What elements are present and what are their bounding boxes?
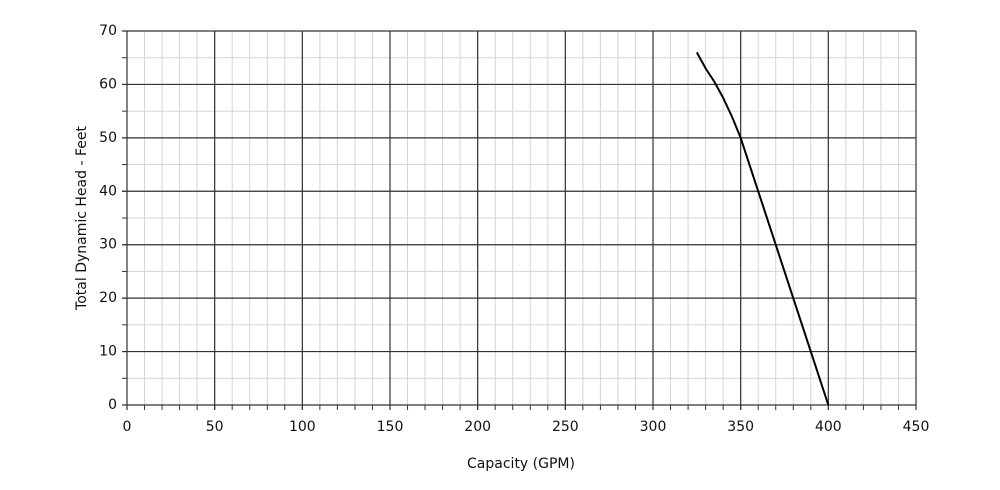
- y-tick-label: 20: [99, 290, 117, 306]
- x-axis-label: Capacity (GPM): [467, 456, 575, 472]
- y-axis-label: Total Dynamic Head - Feet: [74, 126, 90, 311]
- y-tick-label: 60: [99, 76, 117, 92]
- y-tick-label: 50: [99, 130, 117, 146]
- x-tick-label: 450: [903, 419, 930, 435]
- x-tick-label: 400: [815, 419, 842, 435]
- x-tick-label: 50: [206, 419, 224, 435]
- x-tick-label: 150: [377, 419, 404, 435]
- y-tick-label: 30: [99, 237, 117, 253]
- y-tick-label: 40: [99, 183, 117, 199]
- x-tick-label: 0: [123, 419, 132, 435]
- y-tick-label: 10: [99, 344, 117, 360]
- x-tick-label: 100: [289, 419, 316, 435]
- x-tick-label: 350: [727, 419, 754, 435]
- x-tick-label: 300: [640, 419, 667, 435]
- y-tick-label: 70: [99, 23, 117, 39]
- y-tick-label: 0: [108, 397, 117, 413]
- x-tick-label: 250: [552, 419, 579, 435]
- x-tick-label: 200: [464, 419, 491, 435]
- curve: [695, 51, 830, 406]
